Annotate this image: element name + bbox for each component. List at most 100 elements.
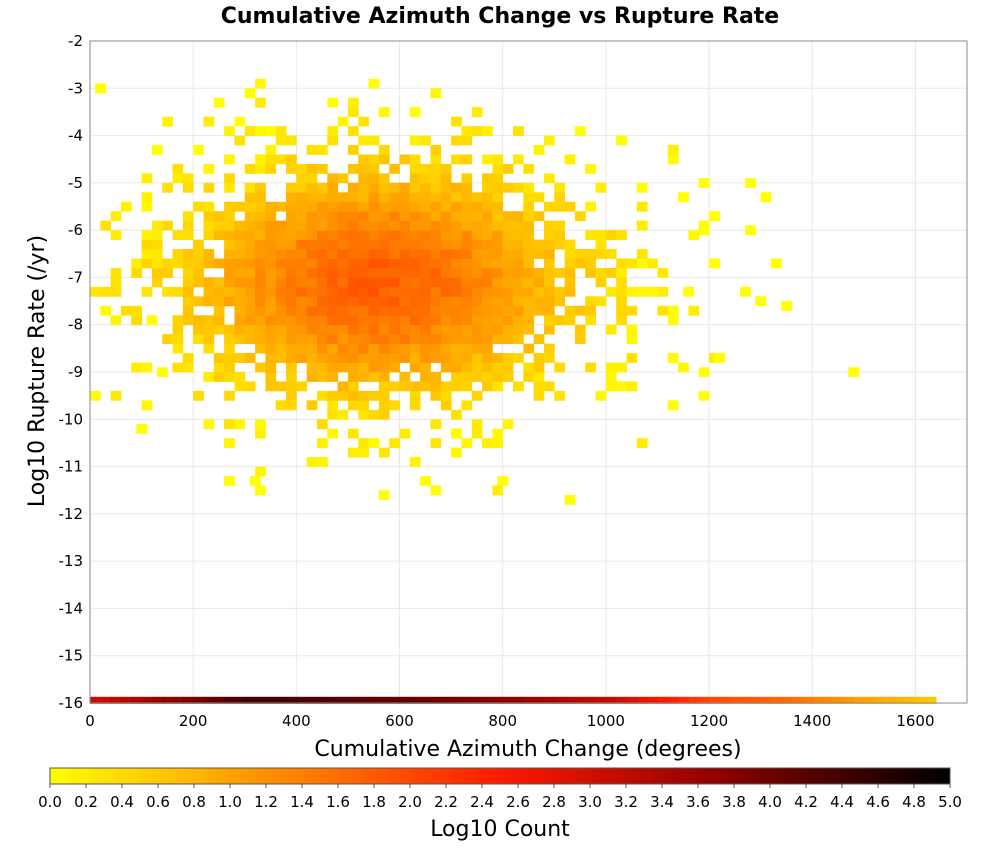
bottom-strip-cell [399,696,411,704]
heatmap-cell [306,163,318,174]
colorbar-tick-label: 2.8 [542,793,566,811]
heatmap-cell [172,249,184,259]
heatmap-cell [141,173,153,184]
heatmap-cell [378,230,390,240]
heatmap-cell [316,277,328,288]
heatmap-cell [358,296,369,307]
heatmap-cell [430,220,442,231]
heatmap-cell [347,107,359,118]
heatmap-cell-outlier [740,286,751,297]
heatmap-cell [482,230,493,240]
heatmap-cell [358,220,369,231]
heatmap-cell [543,315,555,326]
heatmap-cell [543,267,555,278]
heatmap-cell [327,230,339,240]
heatmap-cell [110,277,122,288]
heatmap-cell [440,381,452,392]
heatmap-cell [337,409,349,420]
heatmap-cell [368,201,380,212]
y-tick-label: -7 [68,268,83,286]
heatmap-cell [286,154,297,165]
heatmap-cell [399,296,411,307]
heatmap-cell [471,324,483,335]
heatmap-cell [306,324,318,335]
heatmap-cell [574,334,586,345]
heatmap-cell [389,211,400,222]
bottom-strip-cell [420,696,431,704]
heatmap-cell [605,249,617,259]
heatmap-cell [451,343,462,354]
bottom-strip-cell [770,696,782,704]
heatmap-cell [430,324,442,335]
heatmap-cell [131,362,142,373]
heatmap-cell [430,173,442,184]
heatmap-cell [513,182,524,193]
heatmap-cell [626,353,638,363]
heatmap-cell [399,286,411,297]
heatmap-cell [275,230,287,240]
heatmap-cell [327,343,339,354]
heatmap-cell [378,343,390,354]
heatmap-cell [110,390,122,401]
heatmap-cell [234,419,246,430]
heatmap-cell [244,381,256,392]
bottom-strip-cell [151,696,163,704]
heatmap-cell [358,390,369,401]
heatmap-cell [585,201,596,212]
heatmap-cell [399,249,411,259]
heatmap-cell [471,230,483,240]
heatmap-cell [440,390,452,401]
heatmap-cell [327,409,339,420]
heatmap-cell [378,267,390,278]
heatmap-cell [234,230,246,240]
heatmap-cell [471,258,483,269]
heatmap-cell [626,286,638,297]
heatmap-cell [420,286,431,297]
bottom-strip-cell [358,696,369,704]
heatmap-cell [110,267,122,278]
heatmap-cell [286,305,297,316]
heatmap-cell [90,390,101,401]
heatmap-cell [296,267,308,278]
heatmap-cell [296,192,308,203]
heatmap-cell [461,343,473,354]
heatmap-cell [667,154,679,165]
heatmap-cell-outlier [698,225,710,236]
heatmap-cell [502,353,514,363]
heatmap-cell [337,249,349,259]
heatmap-cell [358,447,369,458]
heatmap-cell [430,88,442,99]
heatmap-cell [275,267,287,278]
heatmap-cell [224,372,235,382]
bottom-strip-cell [162,696,173,704]
heatmap-cell [482,192,493,203]
heatmap-cell [213,277,225,288]
heatmap-cell [368,315,380,326]
heatmap-cell [151,230,163,240]
heatmap-cell [286,192,297,203]
heatmap-cell [275,315,287,326]
heatmap-cell [471,277,483,288]
heatmap-cell [389,163,400,174]
heatmap-cell [554,267,566,278]
heatmap-cell [440,258,452,269]
heatmap-cell [688,305,700,316]
heatmap-cell [451,211,462,222]
heatmap-cell [255,466,266,477]
heatmap-cell [482,381,493,392]
bottom-strip-cell [626,696,638,704]
bottom-strip-cell [647,696,658,704]
heatmap-cell [430,182,442,193]
x-tick-label: 600 [385,712,414,730]
heatmap-cell [193,201,204,212]
heatmap-cell [420,201,431,212]
heatmap-cell [492,173,504,184]
heatmap-cell [420,267,431,278]
heatmap-cell [430,145,442,155]
heatmap-cell [100,286,112,297]
y-tick-label: -3 [68,79,83,97]
heatmap-cell [265,277,277,288]
heatmap-cell [203,372,215,382]
heatmap-cell [502,277,514,288]
heatmap-cell [399,305,411,316]
